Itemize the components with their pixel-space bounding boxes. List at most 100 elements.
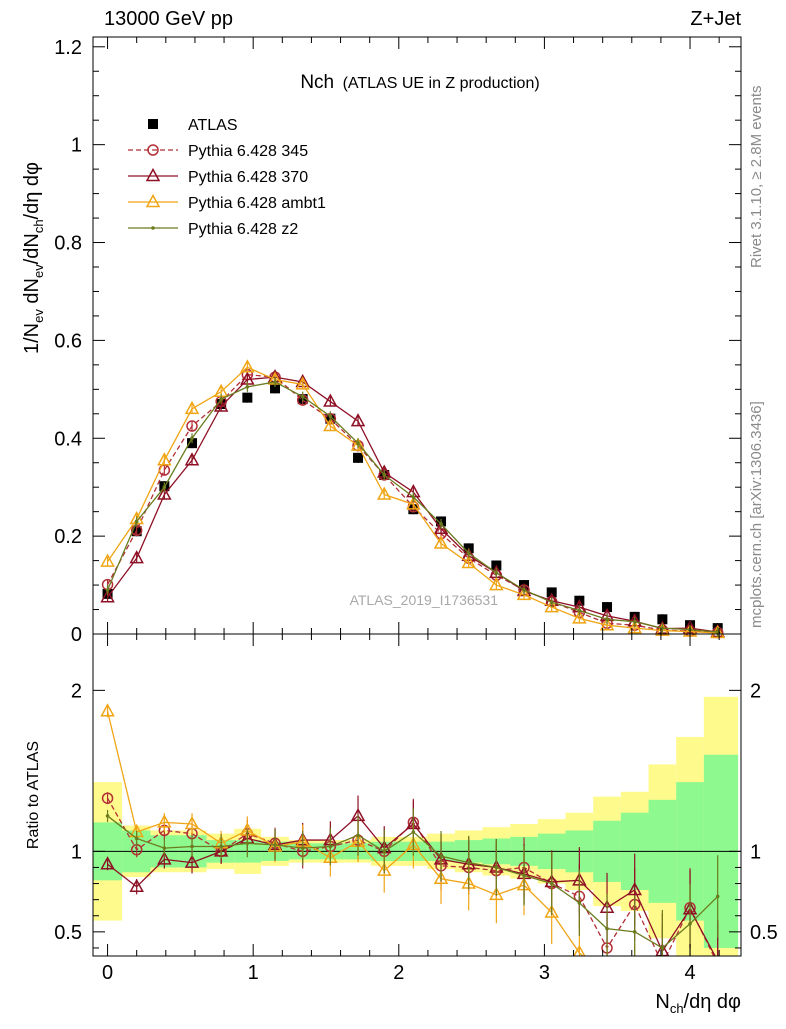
- series-point-4: [134, 519, 139, 524]
- series-point-3: [184, 400, 200, 415]
- series-point-3: [655, 622, 670, 636]
- series-point-4: [522, 588, 526, 592]
- legend-marker: [148, 119, 158, 129]
- series-point-2: [323, 393, 338, 407]
- series-point-2: [184, 452, 200, 466]
- legend-label: Pythia 6.428 ambt1: [188, 195, 326, 212]
- series-point-3: [627, 620, 642, 634]
- x-tick-label: 2: [393, 962, 404, 984]
- series-point-3: [376, 486, 392, 500]
- series-point-3: [295, 376, 310, 390]
- series-point-3: [461, 554, 476, 569]
- ratio-point-2: [100, 856, 115, 870]
- series-point-3: [572, 610, 587, 624]
- y-tick-label-main-zero: 0: [71, 624, 82, 646]
- series-point-4: [328, 414, 333, 419]
- series-point-3: [323, 417, 338, 432]
- ratio-point-4: [300, 846, 305, 850]
- ratio-point-4: [134, 836, 139, 841]
- series-point-3: [433, 535, 449, 549]
- series-point-4: [439, 522, 443, 526]
- y-tick-label-main: 1: [71, 135, 82, 157]
- ratio-point-4: [494, 865, 499, 870]
- ratio-point-2: [129, 878, 144, 893]
- series-point-4: [219, 397, 223, 401]
- series-point-3: [489, 576, 504, 591]
- main-plot-data: [100, 359, 725, 639]
- ratio-point-4: [245, 841, 250, 846]
- ratio-point-4: [190, 844, 194, 849]
- axes: 0 1 2 3 4 0.2 0.4 0.6 0.8 1 1.2 0 0.5 0.5 1 1 2 2: [54, 37, 778, 984]
- ratio-point-3: [376, 862, 392, 876]
- series-point-4: [494, 571, 499, 575]
- legend-label: Pythia 6.428 z2: [188, 221, 298, 238]
- ratio-point-4: [605, 926, 609, 931]
- series-point-4: [300, 394, 305, 399]
- y-axis-title-ratio: Ratio to ATLAS: [25, 741, 42, 849]
- ratio-point-4: [522, 873, 526, 878]
- series-point-3: [406, 496, 421, 510]
- series-point-4: [356, 441, 360, 445]
- header-process-label: Z+Jet: [690, 8, 741, 30]
- y-tick-label-ratio: 1: [71, 841, 82, 863]
- series-point-0: [546, 587, 557, 598]
- series-point-2: [213, 398, 229, 412]
- series-point-0: [270, 383, 281, 394]
- series-point-4: [660, 626, 665, 630]
- ratio-point-4: [411, 830, 416, 834]
- series-point-4: [577, 608, 582, 613]
- legend-entry-4: Pythia 6.428 z2: [128, 221, 298, 238]
- series-point-4: [162, 485, 167, 489]
- series-point-2: [129, 550, 144, 564]
- y-tick-label-ratio: 0.5: [54, 922, 82, 944]
- series-point-3: [350, 437, 366, 451]
- series-point-4: [549, 600, 554, 604]
- legend-label: Pythia 6.428 370: [188, 169, 308, 186]
- ratio-point-4: [632, 930, 637, 934]
- legend-entry-0: ATLAS: [148, 117, 238, 134]
- series-point-3: [157, 452, 172, 466]
- ratio-point-4: [382, 849, 387, 854]
- legend-label: Pythia 6.428 345: [188, 143, 308, 160]
- ratio-point-4: [715, 894, 720, 899]
- ratio-point-3: [573, 944, 586, 956]
- y-tick-label-main: 0.8: [54, 233, 82, 255]
- plot-title: Nch (ATLAS UE in Z production): [300, 72, 539, 93]
- legend-marker: [145, 193, 161, 208]
- y-axis-title-main: 1/Nev dNev/dNch/dη dφ: [21, 162, 46, 354]
- ratio-point-4: [219, 844, 223, 849]
- ratio-plot-frame: [92, 633, 742, 957]
- series-point-0: [242, 392, 253, 403]
- x-axis-title: Nch/dη dφ: [655, 991, 741, 1016]
- series-point-1: [186, 420, 198, 432]
- legend-marker: [145, 167, 161, 182]
- y-tick-label-main: 1.2: [54, 37, 82, 59]
- legend-marker: [147, 144, 159, 156]
- ratio-point-4: [162, 846, 167, 850]
- x-tick-label: 3: [539, 962, 550, 984]
- series-point-0: [602, 602, 613, 613]
- legend-entry-3: Pythia 6.428 ambt1: [128, 193, 326, 212]
- ratio-point-4: [577, 901, 582, 905]
- ratio-point-4: [439, 854, 443, 858]
- ratio-point-2: [627, 881, 642, 896]
- series-point-4: [605, 617, 609, 622]
- ratio-point-3: [100, 703, 115, 717]
- legend-marker: [151, 226, 155, 230]
- series-point-4: [245, 385, 250, 389]
- ratio-point-4: [466, 860, 471, 865]
- series-point-3: [544, 599, 559, 613]
- plot-title-main: Nch: [300, 72, 334, 93]
- y-tick-label-ratio: 2: [71, 680, 82, 702]
- y-tick-label-main: 0.6: [54, 330, 82, 352]
- ratio-point-4: [660, 946, 665, 950]
- series-point-2: [100, 589, 115, 603]
- ratio-point-3: [433, 870, 449, 884]
- ratio-point-2: [184, 854, 200, 868]
- series-point-4: [632, 619, 637, 624]
- legend: ATLAS Pythia 6.428 345 Pythia 6.428 370 Pyt…: [128, 117, 326, 238]
- series-point-4: [382, 473, 387, 477]
- x-tick-label: 1: [248, 962, 259, 984]
- plot-title-sub: (ATLAS UE in Z production): [343, 75, 540, 92]
